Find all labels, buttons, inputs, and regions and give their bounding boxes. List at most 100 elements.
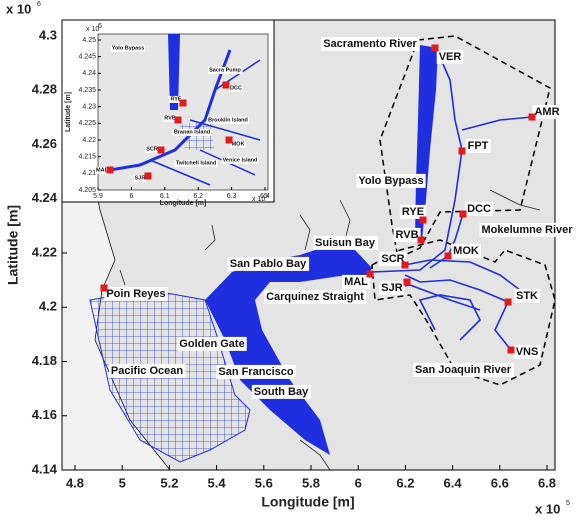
label-box bbox=[95, 166, 110, 174]
label-box bbox=[436, 49, 464, 64]
inset-y-tick-label: 4.22 bbox=[82, 137, 96, 144]
place-label: Poin Reyes bbox=[106, 288, 165, 300]
place-label: AMR bbox=[534, 106, 559, 118]
rivers bbox=[371, 47, 533, 351]
label-box bbox=[413, 362, 514, 377]
x-tick-label: 5 bbox=[119, 475, 126, 490]
plot-frame bbox=[61, 19, 556, 471]
place-label: Carquinez Straight bbox=[266, 291, 364, 303]
place-label: RYE bbox=[402, 206, 424, 218]
inset-y-exponent: 6 bbox=[98, 23, 102, 30]
label-box bbox=[532, 104, 562, 119]
label-box bbox=[108, 363, 186, 378]
label-box bbox=[110, 44, 146, 52]
place-label: Branan Island bbox=[174, 129, 210, 135]
region-outline bbox=[371, 239, 556, 386]
place-label: MAL bbox=[344, 276, 368, 288]
label-box bbox=[465, 138, 491, 153]
station-marker bbox=[431, 44, 439, 52]
place-label: SCR bbox=[381, 253, 404, 265]
place-label: VNS bbox=[516, 346, 539, 358]
label-box bbox=[514, 288, 541, 303]
place-label: Brooklin Island bbox=[208, 117, 248, 123]
place-label: FPT bbox=[468, 140, 489, 152]
place-label: Sacramento River bbox=[323, 38, 417, 50]
y-exponent: 6 bbox=[37, 1, 41, 8]
inset-y-multiplier: x 10 bbox=[86, 26, 99, 33]
label-box bbox=[264, 289, 367, 304]
place-label: RYE bbox=[170, 96, 181, 102]
x-axis-label: Longitude [m] bbox=[261, 494, 354, 510]
x-exponent: 5 bbox=[566, 500, 570, 507]
station-marker bbox=[403, 278, 411, 286]
inset-axes: 5.9 6 6.1 6.2 6.3 6.4 4.25 4.245 4.24 4.235 4.23 4.… bbox=[65, 23, 270, 207]
label-box bbox=[230, 140, 246, 148]
inset-y-tick-label: 4.215 bbox=[78, 154, 96, 161]
y-tick-label: 4.22 bbox=[32, 244, 57, 259]
label-box bbox=[174, 159, 218, 167]
label-box bbox=[177, 336, 247, 351]
label-box bbox=[313, 235, 378, 250]
inset-x-tick-label: 5.9 bbox=[93, 193, 103, 200]
station-marker bbox=[444, 252, 452, 260]
inset-x-tick-label: 6.1 bbox=[160, 193, 170, 200]
station-marker bbox=[528, 113, 536, 121]
label-box bbox=[133, 174, 147, 182]
place-label: RVB bbox=[164, 115, 176, 121]
y-tick-label: 4.3 bbox=[39, 27, 57, 42]
y-tick-label: 4.28 bbox=[32, 82, 57, 97]
y-tick-label: 4.16 bbox=[32, 407, 57, 422]
label-box bbox=[356, 173, 426, 188]
inset-x-tick-label: 6 bbox=[129, 193, 133, 200]
place-label: DCC bbox=[467, 203, 491, 215]
inset-y-tick-label: 4.245 bbox=[78, 54, 96, 61]
station-marker bbox=[417, 236, 425, 244]
label-box bbox=[221, 156, 259, 164]
inset-x-label: Longitude [m] bbox=[160, 200, 207, 207]
inset-y-tick-label: 4.205 bbox=[78, 187, 96, 194]
station-marker bbox=[458, 147, 466, 155]
yolo-bypass bbox=[415, 45, 438, 240]
station-marker bbox=[507, 346, 515, 354]
inset-y-tick-label: 4.25 bbox=[82, 37, 96, 44]
y-tick-label: 4.26 bbox=[32, 136, 57, 151]
label-box bbox=[451, 243, 481, 258]
x-tick-label: 5.2 bbox=[160, 475, 178, 490]
label-box bbox=[379, 280, 405, 295]
main-axes: 4.8 5 5.2 5.4 5.6 5.8 6 6.2 6.4 6.6 6.84.34.284.26… bbox=[5, 1, 576, 516]
station-marker bbox=[157, 146, 165, 154]
place-label: DCC bbox=[230, 85, 242, 91]
place-label: San Joaquin River bbox=[415, 364, 512, 376]
y-tick-label: 4.24 bbox=[32, 190, 58, 205]
place-label: SCR bbox=[146, 146, 158, 152]
station-marker bbox=[225, 136, 233, 144]
inset-x-exponent: 5 bbox=[264, 193, 268, 200]
label-box bbox=[379, 251, 407, 266]
place-label: Sacra Pump bbox=[209, 67, 241, 73]
label-box bbox=[216, 364, 296, 379]
place-label: Yolo Bypass bbox=[112, 45, 145, 51]
station-marker bbox=[401, 261, 409, 269]
inset-y-label: Latitude [m] bbox=[65, 92, 72, 132]
label-box bbox=[208, 66, 243, 74]
x-tick-label: 4.8 bbox=[66, 475, 84, 490]
label-box bbox=[342, 274, 371, 289]
label-box bbox=[465, 201, 493, 216]
creeks bbox=[119, 189, 541, 470]
station-marker bbox=[419, 216, 427, 224]
station-marker bbox=[100, 284, 108, 292]
bays bbox=[205, 245, 372, 455]
label-box bbox=[399, 204, 427, 219]
place-label: RVB bbox=[395, 229, 418, 241]
label-box bbox=[163, 114, 177, 122]
x-tick-label: 5.8 bbox=[302, 475, 320, 490]
place-label: Venice Island bbox=[223, 157, 258, 163]
y-tick-label: 4.14 bbox=[32, 461, 58, 476]
inset-y-tick-label: 4.23 bbox=[82, 104, 96, 111]
place-label: Suisun Bay bbox=[315, 237, 376, 249]
place-label: South Bay bbox=[254, 386, 309, 398]
x-tick-label: 6.8 bbox=[538, 475, 556, 490]
y-tick-label: 4.18 bbox=[32, 353, 57, 368]
label-box bbox=[229, 84, 243, 92]
